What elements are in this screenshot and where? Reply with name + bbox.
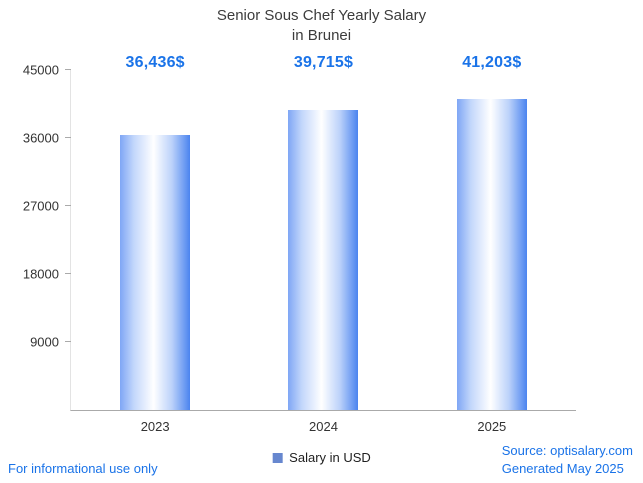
bar-value-label: 39,715$ — [293, 54, 354, 71]
bar-slot: 41,203$ 2025 — [408, 54, 576, 434]
disclaimer-text: For informational use only — [8, 461, 158, 476]
source-link[interactable]: Source: optisalary.com — [501, 442, 633, 458]
generated-date: Generated May 2025 — [501, 460, 624, 476]
y-tick-label: 36000 — [22, 130, 59, 146]
x-tick-label: 2024 — [309, 419, 338, 434]
y-tick-mark — [65, 137, 71, 138]
source-info: Source: optisalary.com Generated May 202… — [502, 442, 633, 478]
legend-item-salary[interactable]: Salary in USD — [272, 450, 371, 465]
chart-title: Senior Sous Chef Yearly Salary in Brunei — [0, 6, 643, 47]
y-axis: 9000 18000 27000 36000 45000 — [23, 63, 576, 410]
chart-title-line1: Senior Sous Chef Yearly Salary — [216, 7, 427, 24]
bar — [456, 98, 527, 410]
bar — [288, 109, 359, 410]
bar-value-label: 36,436$ — [125, 54, 185, 71]
y-tick-label: 27000 — [22, 198, 59, 214]
bar-value-label: 41,203$ — [462, 54, 522, 71]
x-tick-label: 2025 — [477, 419, 507, 434]
y-tick-mark — [65, 69, 71, 70]
chart-title-line2: in Brunei — [291, 27, 352, 45]
bar — [120, 134, 191, 410]
bar-slot: 39,715$ 2024 — [239, 54, 407, 434]
plot-area: 9000 18000 27000 36000 45000 36,436$ 2023 39,7… — [23, 54, 576, 434]
y-tick-label: 9000 — [30, 334, 59, 350]
y-tick-label: 18000 — [22, 266, 59, 282]
legend-label: Salary in USD — [289, 450, 371, 465]
bar-slot: 36,436$ 2023 — [71, 54, 239, 434]
y-tick-mark — [65, 273, 71, 274]
x-tick-label: 2023 — [140, 419, 170, 434]
y-tick-label: 45000 — [22, 62, 59, 78]
y-tick-mark — [65, 341, 71, 342]
legend-swatch-icon — [272, 452, 283, 463]
y-tick-mark — [65, 205, 71, 206]
bars-container: 36,436$ 2023 39,715$ 2024 41,203$ 2025 — [71, 54, 576, 434]
